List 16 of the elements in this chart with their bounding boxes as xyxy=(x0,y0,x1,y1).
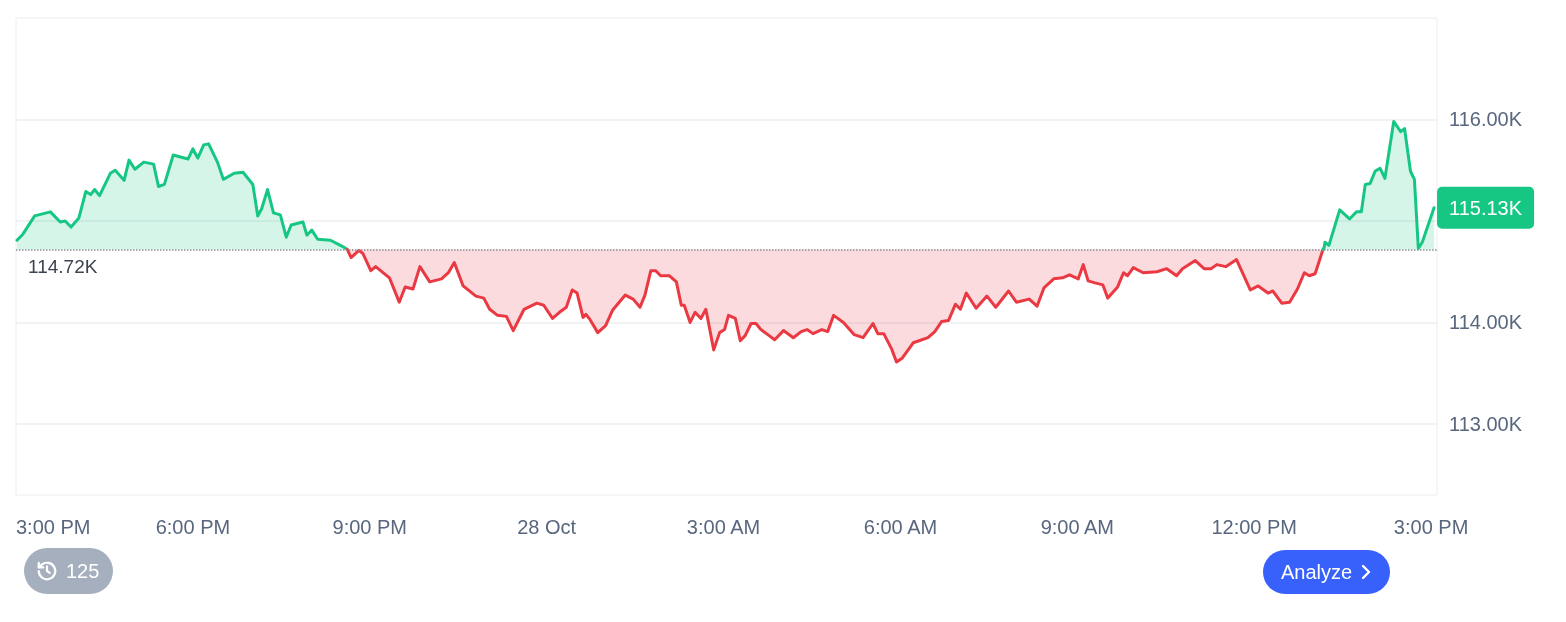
x-tick-label: 9:00 AM xyxy=(1040,516,1115,538)
x-tick-label: 3:00 PM xyxy=(16,516,91,538)
x-tick-label: 3:00 PM xyxy=(1393,516,1469,538)
y-tick-label: 116.00K xyxy=(1449,108,1523,131)
y-tick-label: 114.00K xyxy=(1449,311,1523,334)
text: 125 xyxy=(66,559,100,583)
y-tick-label: 113.00K xyxy=(1449,412,1523,435)
ref-line-label: 114.72K xyxy=(28,256,98,278)
x-tick-label: 9:00 PM xyxy=(332,516,408,538)
x-tick-label: 12:00 PM xyxy=(1211,516,1298,538)
x-tick-label: 6:00 PM xyxy=(155,516,231,538)
annotation: 115.13K xyxy=(1449,196,1523,219)
x-tick-label: 6:00 AM xyxy=(863,516,938,538)
x-tick-label: 28 Oct xyxy=(517,516,577,538)
text: Analyze xyxy=(1281,560,1353,584)
x-tick-label: 3:00 AM xyxy=(686,516,761,538)
